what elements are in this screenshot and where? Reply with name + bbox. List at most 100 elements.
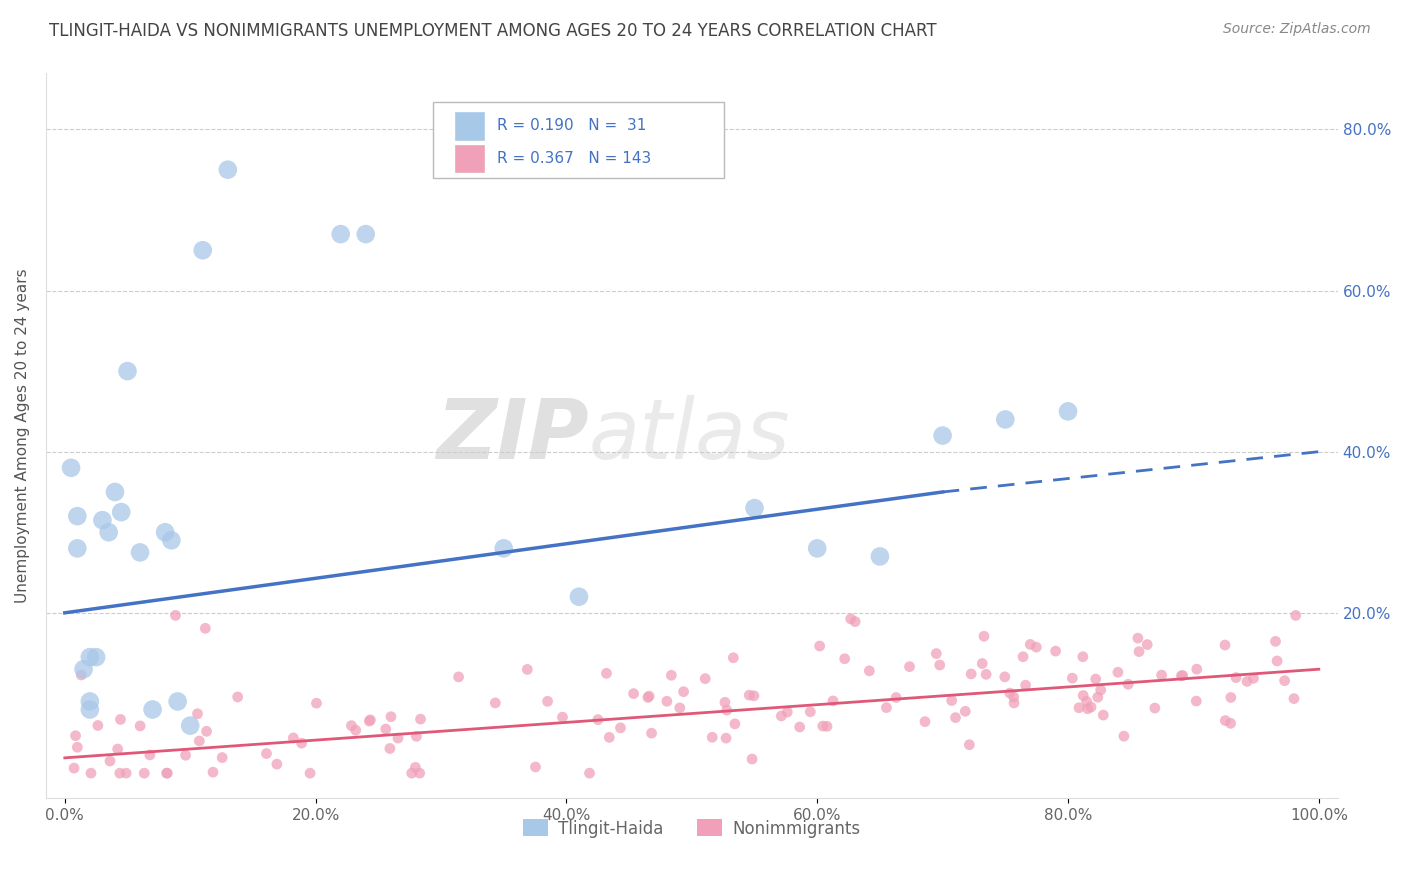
Point: [404, 760, 426, 774]
Point: [609, 721, 631, 735]
Point: [354, 227, 377, 241]
Point: [806, 541, 828, 556]
FancyBboxPatch shape: [433, 102, 724, 178]
Point: [655, 694, 678, 708]
Text: atlas: atlas: [589, 395, 790, 476]
Point: [994, 670, 1017, 684]
Point: [401, 766, 423, 780]
Point: [695, 672, 717, 686]
Point: [1057, 404, 1080, 418]
Point: [776, 705, 799, 719]
Point: [387, 731, 409, 745]
Point: [1274, 673, 1296, 688]
Point: [378, 741, 401, 756]
Point: [1090, 683, 1112, 698]
Point: [1092, 708, 1115, 723]
Point: [821, 694, 844, 708]
Point: [408, 766, 430, 780]
Point: [329, 227, 352, 241]
Point: [194, 621, 217, 635]
Point: [179, 718, 201, 732]
Point: [1128, 644, 1150, 658]
Point: [789, 720, 811, 734]
Point: [188, 734, 211, 748]
Point: [1012, 649, 1035, 664]
Point: [808, 639, 831, 653]
Text: ZIP: ZIP: [436, 395, 589, 476]
Point: [640, 726, 662, 740]
Point: [799, 705, 821, 719]
Point: [516, 662, 538, 676]
Point: [869, 549, 891, 564]
Point: [925, 647, 948, 661]
Point: [637, 690, 659, 705]
Point: [638, 689, 661, 703]
Point: [492, 541, 515, 556]
Point: [957, 738, 980, 752]
Point: [155, 766, 177, 780]
Point: [941, 693, 963, 707]
FancyBboxPatch shape: [456, 145, 484, 172]
Legend: Tlingit-Haida, Nonimmigrants: Tlingit-Haida, Nonimmigrants: [517, 813, 868, 844]
Point: [1002, 690, 1025, 704]
Text: Source: ZipAtlas.com: Source: ZipAtlas.com: [1223, 22, 1371, 37]
Point: [107, 742, 129, 756]
Point: [191, 244, 214, 258]
Point: [1171, 668, 1194, 682]
Point: [160, 533, 183, 548]
Point: [1215, 714, 1237, 728]
Point: [447, 670, 470, 684]
Point: [994, 412, 1017, 426]
Point: [931, 428, 953, 442]
Point: [839, 612, 862, 626]
Point: [97, 525, 120, 540]
Point: [1019, 637, 1042, 651]
Point: [1107, 665, 1129, 680]
Point: [291, 736, 314, 750]
FancyBboxPatch shape: [456, 112, 484, 140]
Point: [256, 747, 278, 761]
Point: [1136, 638, 1159, 652]
Point: [80, 766, 103, 780]
Point: [1282, 691, 1305, 706]
Point: [1265, 654, 1288, 668]
Point: [1071, 649, 1094, 664]
Point: [66, 541, 89, 556]
Point: [1185, 662, 1208, 676]
Point: [153, 525, 176, 540]
Point: [1071, 689, 1094, 703]
Point: [79, 702, 101, 716]
Point: [299, 766, 322, 780]
Point: [524, 760, 547, 774]
Point: [1002, 696, 1025, 710]
Point: [217, 162, 239, 177]
Point: [738, 688, 761, 702]
Point: [1087, 690, 1109, 705]
Point: [1080, 700, 1102, 714]
Point: [66, 509, 89, 524]
Point: [1126, 631, 1149, 645]
Point: [195, 724, 218, 739]
Point: [578, 766, 600, 780]
Point: [884, 690, 907, 705]
Point: [202, 765, 225, 780]
Point: [226, 690, 249, 704]
Text: R = 0.190   N =  31: R = 0.190 N = 31: [496, 119, 647, 134]
Point: [744, 501, 766, 516]
Point: [1213, 638, 1236, 652]
Point: [1150, 668, 1173, 682]
Point: [723, 650, 745, 665]
Point: [1243, 671, 1265, 685]
Point: [79, 650, 101, 665]
Point: [1076, 694, 1098, 708]
Point: [914, 714, 936, 729]
Point: [98, 754, 121, 768]
Point: [63, 761, 86, 775]
Point: [1014, 678, 1036, 692]
Point: [714, 695, 737, 709]
Point: [1143, 701, 1166, 715]
Point: [1067, 700, 1090, 714]
Point: [91, 513, 114, 527]
Point: [741, 752, 763, 766]
Point: [1225, 671, 1247, 685]
